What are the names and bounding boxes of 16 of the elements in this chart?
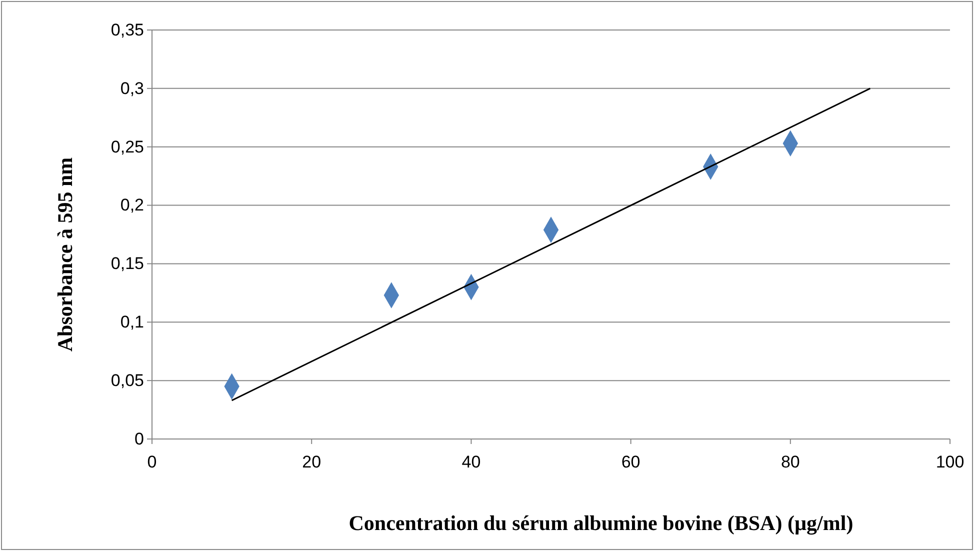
x-tick-label: 0	[147, 452, 157, 472]
y-axis-title: Absorbance à 595 nm	[53, 156, 77, 352]
x-tick-label: 40	[462, 452, 481, 472]
y-tick-label: 0,05	[110, 371, 144, 390]
y-tick-label: 0,25	[110, 137, 144, 156]
y-tick-label: 0,2	[120, 196, 144, 215]
x-tick-label: 80	[780, 452, 800, 472]
x-axis-title: Concentration du sérum albumine bovine (BSA) (µg/ml)	[348, 511, 854, 535]
y-tick-label: 0,15	[110, 254, 144, 274]
y-tick-label: 0,3	[120, 78, 144, 98]
x-tick-label: 20	[302, 452, 322, 472]
y-tick-label: 0,1	[120, 312, 144, 332]
y-tick-label: 0	[134, 429, 144, 448]
x-tick-label: 100	[936, 452, 964, 472]
y-tick-label: 0,35	[110, 20, 144, 40]
x-tick-label: 60	[621, 452, 640, 472]
